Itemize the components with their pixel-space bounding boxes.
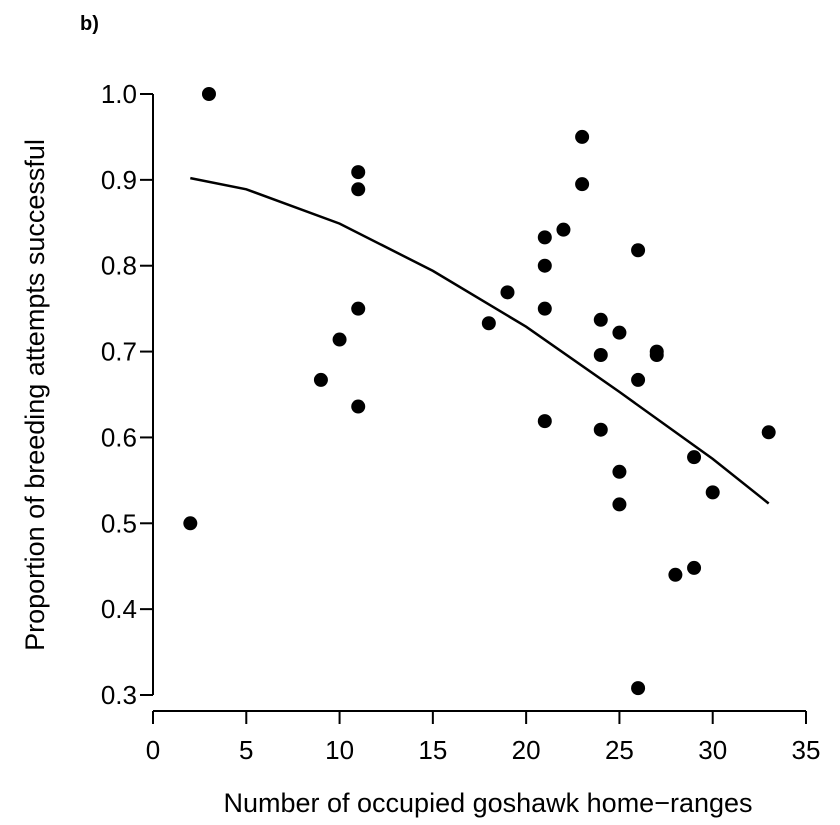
y-tick-label: 0.4 [101, 594, 137, 624]
data-point [332, 332, 347, 347]
data-point [313, 372, 328, 387]
data-point [761, 425, 776, 440]
y-tick-label: 1.0 [101, 79, 137, 109]
y-axis-title: Proportion of breeding attempts successf… [20, 139, 50, 651]
data-point [201, 87, 216, 101]
data-point [351, 182, 366, 197]
data-point [649, 348, 664, 363]
data-point [612, 497, 627, 512]
data-point [631, 681, 646, 696]
data-point [481, 316, 496, 331]
data-point [612, 325, 627, 340]
data-point [631, 243, 646, 258]
data-point [575, 177, 590, 192]
data-point [575, 129, 590, 144]
data-point [537, 230, 552, 245]
y-tick-label: 0.6 [101, 422, 137, 452]
data-point [593, 312, 608, 327]
panel-label: b) [80, 13, 99, 35]
y-tick-label: 0.7 [101, 337, 137, 367]
data-point [351, 399, 366, 414]
data-point [593, 348, 608, 363]
x-tick-label: 10 [325, 735, 354, 765]
data-point [705, 485, 720, 500]
y-tick-label: 0.5 [101, 508, 137, 538]
x-tick-label: 0 [146, 735, 160, 765]
data-point [668, 567, 683, 582]
data-point [183, 516, 198, 531]
data-point [351, 301, 366, 316]
x-axis-ticks: 0 5 10 15 20 25 30 35 [146, 711, 821, 765]
x-axis-title: Number of occupied goshawk home−ranges [223, 788, 752, 818]
data-point [631, 372, 646, 387]
data-point [593, 422, 608, 437]
data-point [537, 414, 552, 429]
y-axis-ticks: 0.3 0.4 0.5 0.6 0.7 0.8 0.9 1.0 [101, 79, 153, 710]
data-point [687, 450, 702, 465]
x-tick-label: 30 [698, 735, 727, 765]
x-tick-label: 5 [239, 735, 253, 765]
data-point [687, 560, 702, 575]
data-point [556, 222, 571, 237]
x-tick-label: 15 [418, 735, 447, 765]
data-point [537, 301, 552, 316]
fitted-curve [190, 176, 770, 505]
y-tick-label: 0.8 [101, 251, 137, 281]
data-point [612, 464, 627, 479]
x-tick-label: 25 [605, 735, 634, 765]
data-point [351, 165, 366, 180]
data-point [500, 285, 515, 300]
data-point [537, 258, 552, 273]
data-points [183, 87, 776, 696]
x-tick-label: 35 [792, 735, 821, 765]
y-tick-label: 0.3 [101, 680, 137, 710]
y-tick-label: 0.9 [101, 165, 137, 195]
x-tick-label: 20 [512, 735, 541, 765]
